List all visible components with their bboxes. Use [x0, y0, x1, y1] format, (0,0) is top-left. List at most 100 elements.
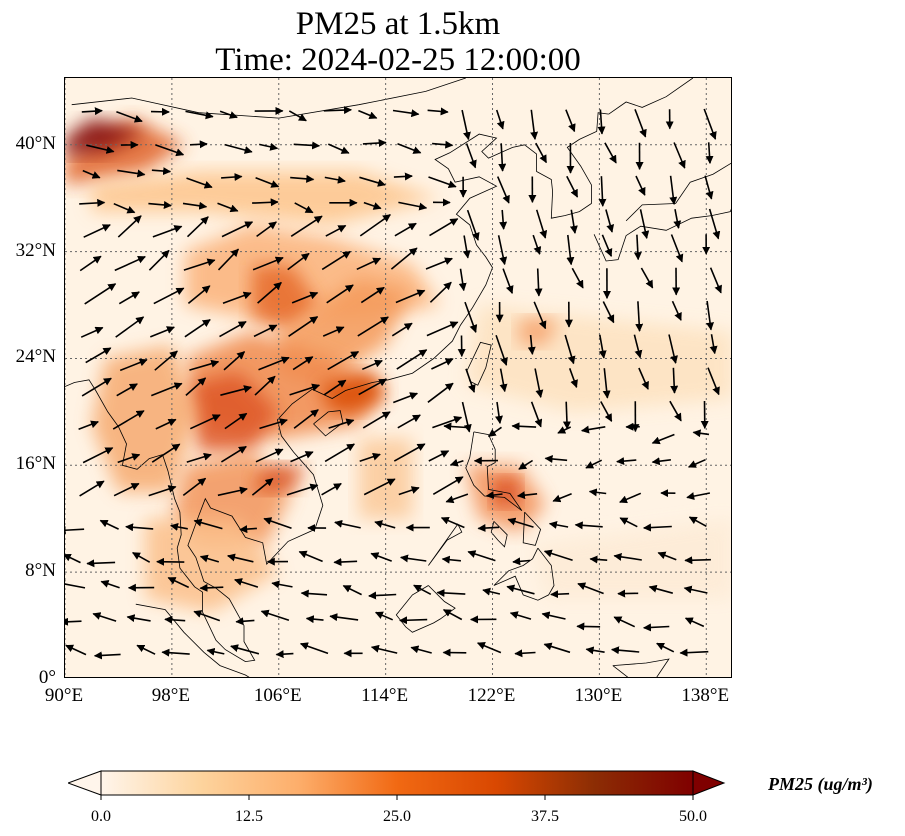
wind-arrow — [363, 201, 382, 210]
wind-arrow — [640, 267, 654, 289]
wind-arrow — [429, 281, 452, 303]
wind-arrow — [117, 453, 141, 464]
wind-arrow — [633, 234, 642, 261]
colorbar-tick-label: 50.0 — [679, 808, 707, 825]
wind-arrow — [461, 401, 472, 433]
lat-label: 8°N — [25, 560, 56, 582]
wind-arrow — [458, 268, 467, 292]
wind-arrow — [256, 221, 277, 238]
wind-arrow — [86, 144, 115, 154]
wind-arrow — [151, 167, 172, 176]
wind-arrow — [709, 267, 722, 294]
wind-arrow — [499, 209, 508, 230]
wind-arrow — [290, 215, 323, 237]
wind-arrow — [393, 172, 413, 181]
wind-arrow — [395, 289, 426, 304]
wind-arrow — [360, 286, 385, 304]
wind-arrow — [635, 175, 646, 196]
wind-arrow — [185, 377, 207, 396]
lat-label: 32°N — [15, 239, 56, 261]
wind-arrow — [217, 486, 248, 497]
wind-arrow — [671, 300, 682, 321]
wind-arrow — [477, 524, 500, 533]
wind-arrow — [686, 492, 711, 501]
wind-arrow — [117, 215, 142, 238]
wind-arrow — [321, 482, 342, 496]
wind-arrow — [605, 209, 615, 233]
wind-arrow — [260, 609, 290, 622]
wind-arrow — [151, 382, 183, 397]
wind-arrow — [113, 482, 140, 497]
wind-arrow — [709, 334, 718, 355]
wind-arrow — [227, 553, 254, 563]
wind-arrow — [707, 367, 720, 396]
wind-arrow — [498, 143, 507, 172]
wind-arrow — [616, 457, 637, 466]
wind-arrow — [259, 142, 279, 151]
wind-arrow — [552, 492, 572, 503]
wind-arrow — [219, 321, 247, 338]
wind-arrow — [670, 234, 684, 263]
wind-arrow — [155, 144, 185, 157]
wind-arrow — [425, 257, 453, 270]
colorbar-tick-label: 37.5 — [531, 808, 559, 825]
wind-arrow — [568, 368, 578, 389]
wind-arrow — [397, 143, 422, 154]
wind-arrow — [512, 557, 531, 566]
wind-arrow — [576, 622, 601, 631]
wind-arrow — [657, 551, 677, 561]
wind-arrow — [182, 477, 207, 497]
wind-arrow — [533, 301, 547, 330]
wind-arrow — [286, 483, 319, 496]
wind-arrow — [598, 334, 607, 359]
wind-arrow — [495, 109, 505, 130]
wind-arrow — [323, 379, 347, 396]
lon-label: 122°E — [467, 685, 516, 706]
wind-arrow — [86, 559, 116, 568]
wind-arrow — [462, 235, 471, 259]
wind-arrow — [79, 198, 106, 207]
wind-arrow — [668, 334, 678, 364]
wind-arrow — [669, 400, 682, 422]
wind-arrow — [271, 580, 293, 589]
wind-arrow — [148, 249, 170, 271]
wind-arrow — [527, 335, 536, 355]
wind-arrow — [220, 385, 252, 396]
wind-arrow — [100, 580, 120, 589]
wind-arrow — [116, 110, 143, 123]
wind-arrow — [327, 351, 360, 371]
wind-arrow — [436, 588, 466, 597]
wind-arrow — [543, 642, 571, 654]
wind-arrow — [117, 169, 146, 178]
wind-arrow — [507, 517, 534, 528]
wind-arrow — [391, 322, 413, 337]
wind-arrow — [65, 644, 87, 656]
wind-arrow — [65, 554, 81, 564]
wind-arrow — [287, 252, 310, 271]
wind-arrow — [643, 623, 670, 632]
wind-arrow — [182, 201, 208, 210]
wind-arrow — [322, 326, 345, 337]
colorbar-tick-label: 12.5 — [235, 808, 263, 825]
wind-arrow — [255, 448, 284, 463]
wind-arrow — [358, 378, 388, 396]
wind-arrow — [189, 140, 208, 149]
wind-arrow — [290, 451, 314, 463]
wind-arrow — [564, 334, 576, 365]
wind-arrow — [569, 209, 578, 234]
wind-arrow — [679, 648, 709, 657]
wind-arrow — [199, 554, 220, 563]
lon-label: 114°E — [361, 685, 409, 706]
wind-arrow — [397, 414, 421, 429]
wind-arrow — [288, 110, 307, 122]
lon-label: 90°E — [44, 685, 84, 706]
wind-arrow — [362, 411, 391, 429]
wind-arrow — [323, 106, 352, 115]
map-subtitle-time: Time: 2024-02-25 12:00:00 — [215, 42, 581, 78]
wind-arrow — [634, 109, 647, 138]
wind-arrow — [293, 141, 321, 150]
wind-arrow — [83, 224, 111, 238]
lat-label: 16°N — [15, 453, 56, 475]
wind-arrow — [151, 443, 181, 463]
wind-arrow — [167, 576, 190, 589]
